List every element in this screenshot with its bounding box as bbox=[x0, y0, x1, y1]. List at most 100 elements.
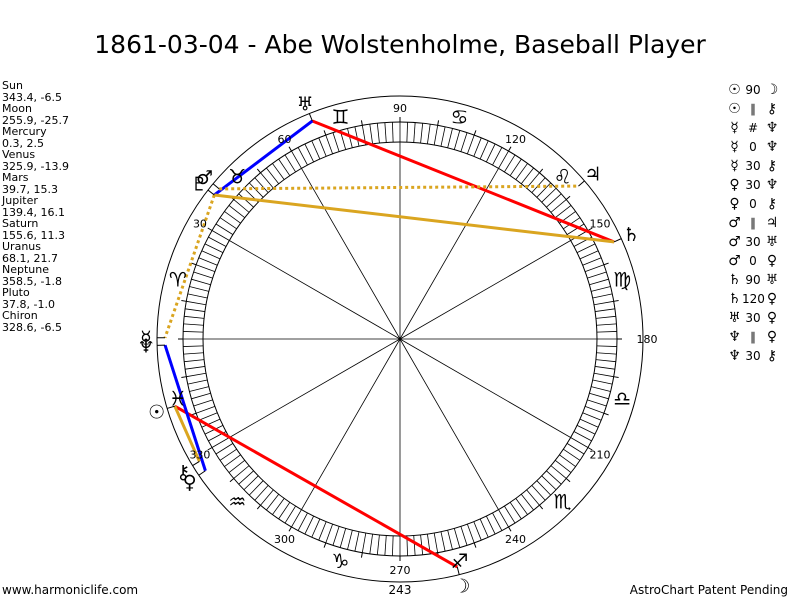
aspect-p1: ☿ bbox=[730, 158, 739, 174]
sign-glyph: ♑ bbox=[332, 549, 350, 573]
degree-tick bbox=[467, 134, 475, 155]
degree-tick bbox=[318, 137, 327, 157]
sign-glyph: ♉ bbox=[228, 164, 246, 188]
aspect-line bbox=[311, 119, 615, 244]
ten-degree-tick bbox=[191, 262, 197, 266]
degree-tick bbox=[554, 459, 572, 473]
degree-tick bbox=[554, 205, 572, 219]
degree-tick bbox=[498, 150, 509, 169]
degree-tick bbox=[189, 286, 209, 292]
ten-degree-tick bbox=[603, 262, 609, 266]
degree-tick bbox=[536, 182, 552, 198]
sign-glyphs: ♈ ♉ ♊ ♋ ♌ ♍ ♎ ♏ ♐ ♑ ♒ ♓ bbox=[169, 105, 631, 573]
footer-website[interactable]: www.harmoniclife.com bbox=[2, 583, 139, 597]
planet-name-moon: Moon bbox=[2, 102, 32, 115]
planet-value-jupiter: 139.4, 16.1 bbox=[2, 205, 65, 219]
degree-tick bbox=[479, 140, 489, 160]
sign-glyph: ♋ bbox=[451, 105, 469, 129]
aspect-row: ☉ ∥ ⚷ bbox=[727, 100, 780, 119]
planet-marker bbox=[212, 183, 220, 190]
planet-marker bbox=[456, 566, 460, 575]
planet-name-sun: Sun bbox=[2, 79, 23, 92]
degree-tick bbox=[570, 230, 589, 241]
degree-tick bbox=[440, 126, 446, 147]
house-spoke bbox=[301, 338, 401, 510]
ten-degree-tick bbox=[360, 552, 363, 558]
aspect-p2: ⚷ bbox=[766, 158, 778, 174]
aspect-p2: ⚷ bbox=[766, 348, 778, 364]
degree-tick bbox=[579, 418, 599, 428]
degree-tick bbox=[219, 448, 237, 461]
aspect-row: ♂ 30 ♅ bbox=[727, 233, 780, 252]
aspect-type: ∥ bbox=[750, 102, 756, 116]
house-spoke bbox=[229, 338, 401, 438]
ten-degree-tick bbox=[565, 195, 571, 200]
aspect-row: ♀ 0 ⚷ bbox=[727, 195, 780, 214]
degree-label: 330 bbox=[189, 449, 210, 462]
degree-tick bbox=[297, 512, 308, 531]
degree-tick bbox=[595, 315, 616, 319]
wheel-spokes bbox=[203, 142, 597, 536]
planet-glyph-moon: ☽ bbox=[453, 575, 470, 597]
ten-degree-tick bbox=[207, 227, 213, 231]
sign-glyph: ♌ bbox=[554, 164, 572, 188]
ten-degree-tick bbox=[288, 526, 292, 532]
degree-tick bbox=[546, 470, 562, 485]
aspect-type: 0 bbox=[749, 197, 757, 211]
aspect-type: 120 bbox=[742, 292, 765, 306]
aspect-p1: ♂ bbox=[728, 215, 741, 231]
planet-glyph-venus: ♀ bbox=[183, 471, 197, 493]
degree-tick bbox=[339, 528, 347, 548]
planet-value-venus: 325.9, -13.9 bbox=[2, 159, 69, 173]
degree-tick bbox=[266, 167, 280, 185]
degree-tick bbox=[596, 323, 617, 326]
aspect-row: ♅ 30 ♀ bbox=[727, 309, 780, 328]
aspect-row: ♂ 0 ♀ bbox=[727, 252, 780, 271]
planet-name-neptune: Neptune bbox=[2, 263, 50, 276]
degree-tick bbox=[563, 217, 581, 230]
degree-tick bbox=[215, 443, 234, 455]
degree-tick bbox=[592, 293, 613, 299]
degree-label: 60 bbox=[278, 133, 292, 146]
degree-tick bbox=[550, 199, 567, 213]
degree-tick bbox=[266, 493, 280, 511]
degree-tick bbox=[195, 264, 216, 272]
degree-tick bbox=[526, 172, 540, 189]
degree-tick bbox=[479, 518, 489, 538]
aspect-p2: ♅ bbox=[765, 234, 779, 250]
planet-list: Sun 343.4, -6.5 Moon 255.9, -25.7 Mercury 0.3… bbox=[2, 80, 69, 333]
degree-tick bbox=[576, 243, 596, 254]
planet-name-saturn: Saturn bbox=[2, 217, 39, 230]
degree-tick bbox=[233, 199, 250, 213]
aspect-row: ☉ 90 ☽ bbox=[727, 81, 780, 100]
aspect-row: ♄ 90 ♅ bbox=[727, 271, 780, 290]
degree-tick bbox=[185, 308, 205, 312]
degree-tick bbox=[595, 366, 615, 370]
degree-tick bbox=[413, 535, 416, 556]
degree-tick bbox=[531, 485, 546, 501]
aspect-p1: ♀ bbox=[729, 177, 740, 193]
degree-tick bbox=[325, 523, 333, 544]
degree-tick bbox=[563, 448, 581, 461]
house-spoke bbox=[399, 240, 571, 340]
degree-tick bbox=[243, 475, 259, 491]
aspect-p2: ⚷ bbox=[766, 101, 778, 117]
degree-tick bbox=[592, 379, 613, 385]
aspect-p2: ♅ bbox=[765, 272, 779, 288]
ten-degree-tick bbox=[229, 478, 235, 483]
degree-tick bbox=[420, 534, 424, 555]
planet-name-mars: Mars bbox=[2, 171, 29, 184]
aspect-type: 30 bbox=[745, 235, 761, 249]
degree-tick bbox=[453, 528, 461, 548]
planet-value-uranus: 68.1, 21.7 bbox=[2, 251, 58, 265]
aspect-line bbox=[163, 194, 216, 339]
sign-glyph: ♎ bbox=[613, 387, 631, 411]
degree-labels: 30 60 90 120 150 180 210 240 270 300 330 243 bbox=[189, 102, 657, 597]
degree-tick bbox=[473, 521, 482, 541]
degree-tick bbox=[254, 485, 269, 501]
degree-tick bbox=[406, 122, 408, 143]
aspect-type: 30 bbox=[745, 159, 761, 173]
degree-tick bbox=[224, 211, 241, 224]
degree-tick bbox=[509, 502, 522, 520]
degree-tick bbox=[541, 475, 557, 491]
